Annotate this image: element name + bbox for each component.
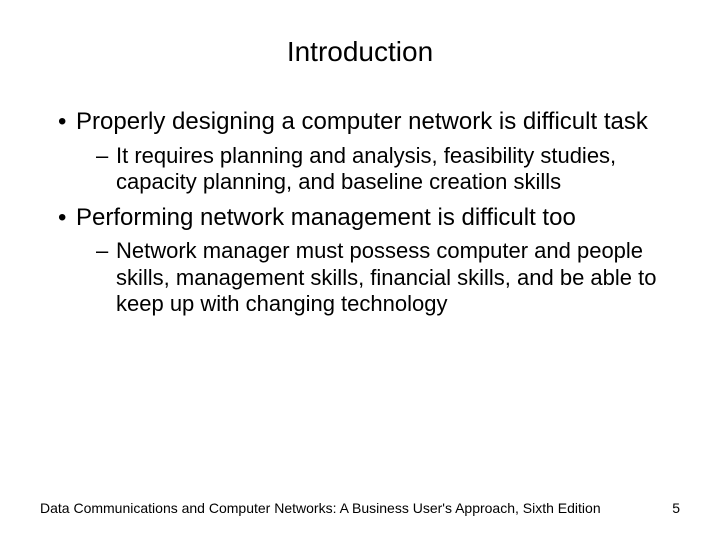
- bullet-text: It requires planning and analysis, feasi…: [116, 143, 616, 194]
- slide-content: Properly designing a computer network is…: [40, 108, 680, 318]
- bullet-item: Properly designing a computer network is…: [76, 108, 672, 137]
- bullet-text: Performing network management is difficu…: [76, 204, 576, 231]
- bullet-item: Performing network management is difficu…: [76, 204, 672, 233]
- slide-title: Introduction: [40, 36, 680, 68]
- slide-footer: Data Communications and Computer Network…: [40, 500, 680, 516]
- bullet-text: Network manager must possess computer an…: [116, 238, 656, 316]
- bullet-text: Properly designing a computer network is…: [76, 108, 648, 135]
- footer-page-number: 5: [672, 500, 680, 516]
- footer-source: Data Communications and Computer Network…: [40, 500, 601, 516]
- bullet-item: Network manager must possess computer an…: [116, 238, 672, 317]
- bullet-item: It requires planning and analysis, feasi…: [116, 143, 672, 196]
- slide: Introduction Properly designing a comput…: [0, 0, 720, 540]
